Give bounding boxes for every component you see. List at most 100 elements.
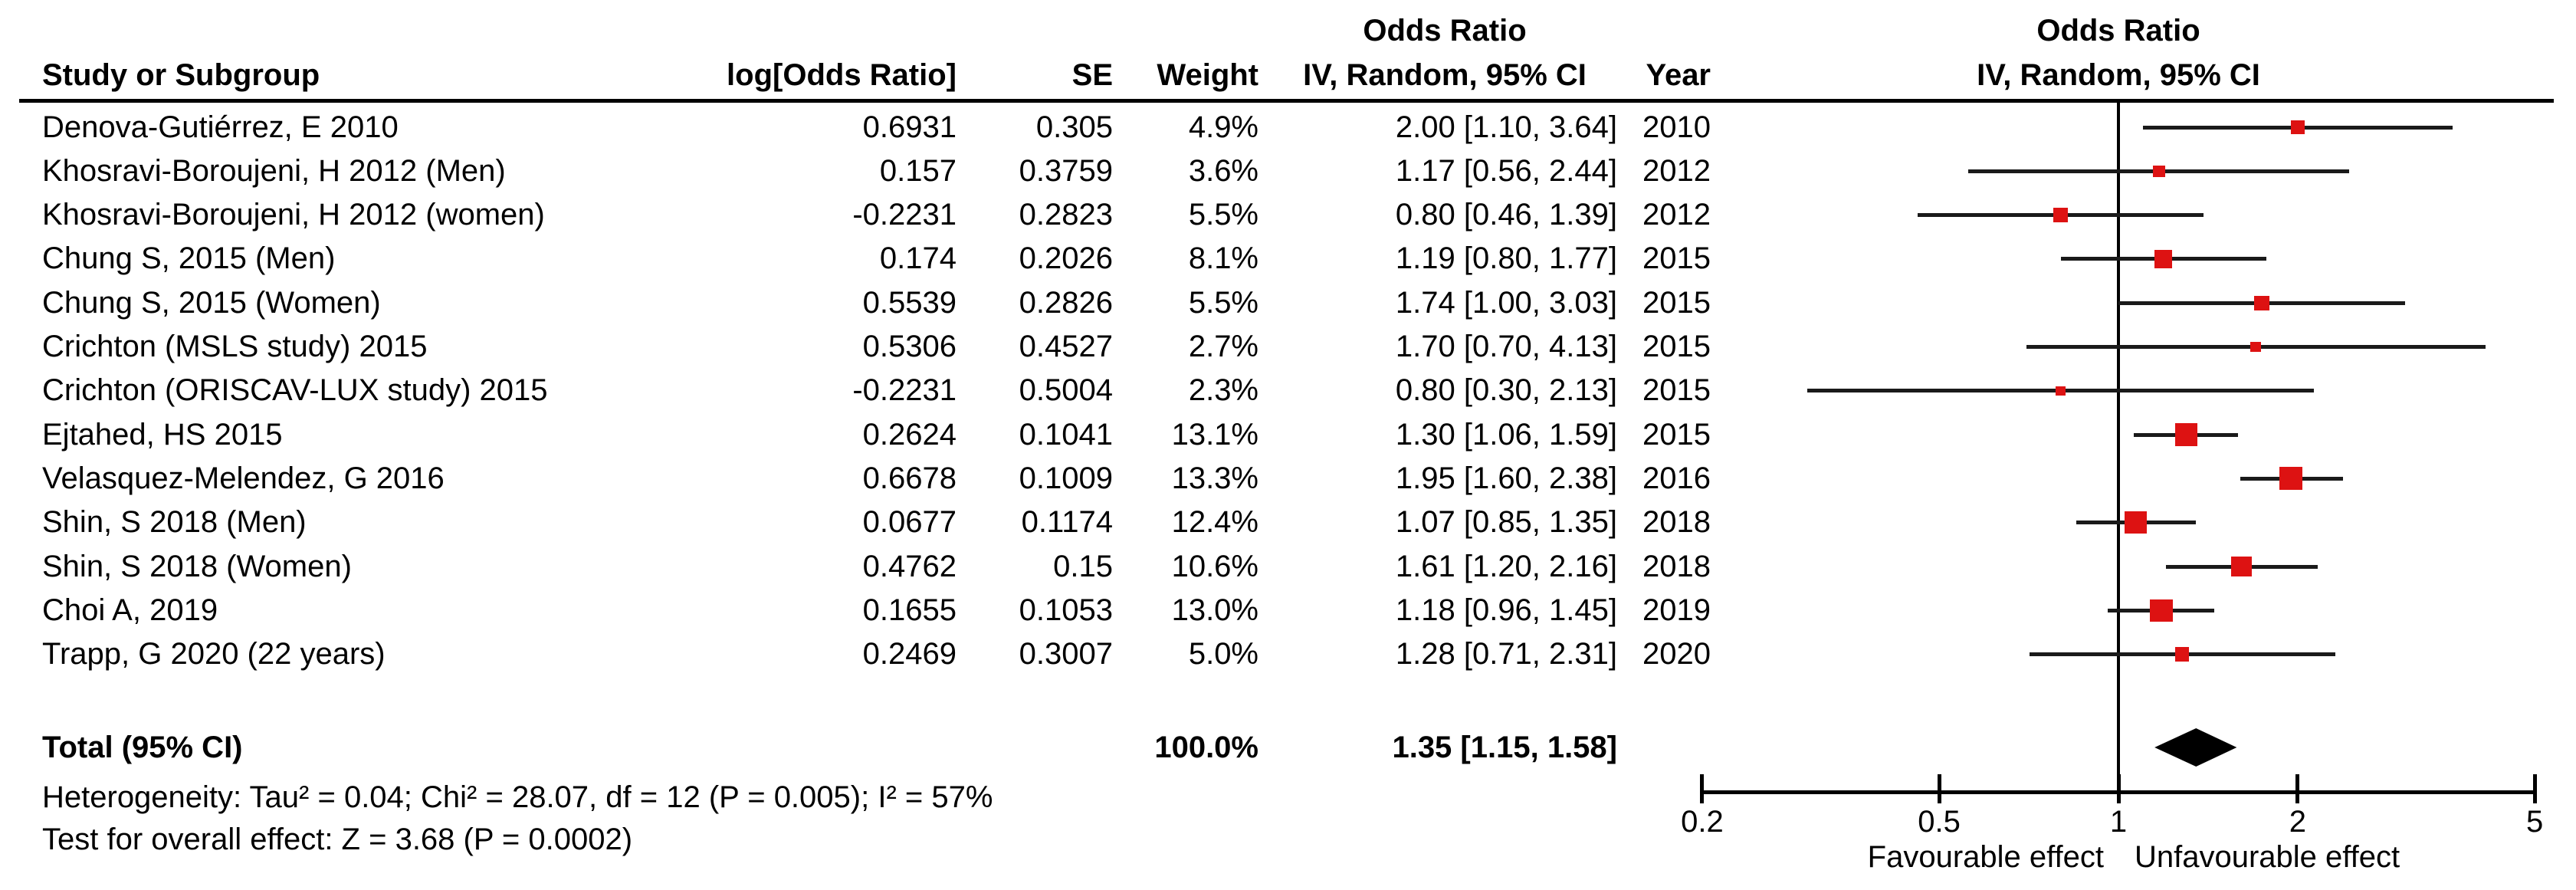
- effect-marker: [2174, 423, 2198, 446]
- axis-tick: [2116, 774, 2121, 803]
- study-year: 2019: [1642, 593, 1711, 627]
- study-weight: 8.1%: [1188, 241, 1258, 276]
- axis-tick: [2532, 774, 2537, 803]
- axis-tick: [2295, 774, 2300, 803]
- column-header-year: Year: [1646, 58, 1711, 92]
- study-log-odds-ratio: 0.0677: [862, 505, 957, 540]
- study-weight: 5.5%: [1188, 285, 1258, 320]
- study-year: 2010: [1642, 110, 1711, 144]
- effect-marker: [2125, 511, 2148, 534]
- study-log-odds-ratio: -0.2231: [852, 198, 957, 232]
- axis-tick-label: 5: [2525, 805, 2544, 839]
- study-ci-text: 1.07 [0.85, 1.35]: [1395, 505, 1617, 540]
- axis-label-favourable: Favourable effect: [1867, 840, 2104, 874]
- effect-marker: [2053, 207, 2069, 223]
- study-weight: 5.0%: [1188, 637, 1258, 672]
- study-log-odds-ratio: 0.5539: [862, 285, 957, 320]
- effect-marker: [2153, 165, 2165, 178]
- study-name: Choi A, 2019: [42, 593, 218, 627]
- total-ci: 1.35 [1.15, 1.58]: [1392, 731, 1617, 764]
- study-se: 0.5004: [1019, 373, 1113, 408]
- header-rule: [19, 99, 2554, 103]
- study-se: 0.15: [1053, 549, 1113, 583]
- table-effect-header-line1: Odds Ratio: [1363, 14, 1527, 48]
- study-log-odds-ratio: 0.6678: [862, 461, 957, 495]
- heterogeneity-stats: Heterogeneity: Tau² = 0.04; Chi² = 28.07…: [42, 780, 993, 814]
- overall-effect-test: Test for overall effect: Z = 3.68 (P = 0…: [42, 823, 633, 856]
- axis-tick-label: 2: [2289, 805, 2307, 839]
- effect-marker: [2175, 647, 2190, 662]
- study-ci-text: 1.70 [0.70, 4.13]: [1395, 330, 1617, 363]
- study-name: Crichton (MSLS study) 2015: [42, 330, 428, 363]
- study-ci-text: 1.95 [1.60, 2.38]: [1395, 461, 1617, 495]
- axis-label-unfavourable: Unfavourable effect: [2135, 840, 2400, 874]
- study-se: 0.4527: [1019, 330, 1113, 363]
- study-se: 0.2823: [1019, 198, 1113, 232]
- effect-marker: [2056, 386, 2066, 396]
- study-weight: 2.3%: [1188, 373, 1258, 408]
- effect-marker: [2231, 556, 2253, 577]
- study-weight: 2.7%: [1188, 330, 1258, 363]
- column-header-study: Study or Subgroup: [42, 58, 320, 92]
- study-year: 2020: [1642, 637, 1711, 672]
- study-ci-text: 2.00 [1.10, 3.64]: [1395, 110, 1617, 144]
- study-year: 2016: [1642, 461, 1711, 495]
- effect-marker: [2154, 250, 2173, 268]
- study-se: 0.1009: [1019, 461, 1113, 495]
- study-name: Chung S, 2015 (Men): [42, 241, 336, 276]
- effect-marker: [2254, 295, 2269, 310]
- study-name: Khosravi-Boroujeni, H 2012 (women): [42, 198, 545, 232]
- column-header-effect-ci: IV, Random, 95% CI: [1303, 58, 1587, 92]
- effect-marker: [2290, 120, 2305, 135]
- study-weight: 5.5%: [1188, 198, 1258, 232]
- study-weight: 4.9%: [1188, 110, 1258, 144]
- study-year: 2015: [1642, 330, 1711, 363]
- plot-header-line2: IV, Random, 95% CI: [1977, 58, 2260, 92]
- study-se: 0.305: [1035, 110, 1113, 144]
- effect-marker: [2250, 341, 2261, 353]
- study-name: Shin, S 2018 (Men): [42, 505, 307, 540]
- study-se: 0.2826: [1019, 285, 1113, 320]
- axis-tick-label: 1: [2109, 805, 2128, 839]
- study-se: 0.1053: [1019, 593, 1113, 627]
- study-ci-text: 1.61 [1.20, 2.16]: [1395, 549, 1617, 583]
- study-log-odds-ratio: 0.157: [879, 153, 957, 188]
- axis-tick-label: 0.2: [1681, 805, 1724, 839]
- study-weight: 13.1%: [1171, 417, 1258, 452]
- study-name: Velasquez-Melendez, G 2016: [42, 461, 445, 495]
- study-log-odds-ratio: 0.2469: [862, 637, 957, 672]
- column-header-log-odds-ratio: log[Odds Ratio]: [727, 58, 957, 92]
- study-log-odds-ratio: 0.6931: [862, 110, 957, 144]
- study-log-odds-ratio: 0.5306: [862, 330, 957, 363]
- study-se: 0.3759: [1019, 153, 1113, 188]
- study-ci-text: 1.30 [1.06, 1.59]: [1395, 417, 1617, 452]
- axis-tick-label: 0.5: [1918, 805, 1961, 839]
- column-header-weight: Weight: [1157, 58, 1258, 92]
- study-ci-text: 0.80 [0.46, 1.39]: [1395, 198, 1617, 232]
- study-se: 0.1041: [1019, 417, 1113, 452]
- study-name: Ejtahed, HS 2015: [42, 417, 283, 452]
- study-weight: 3.6%: [1188, 153, 1258, 188]
- effect-marker: [2279, 467, 2303, 491]
- column-header-se: SE: [1071, 58, 1113, 92]
- axis-tick: [1700, 774, 1705, 803]
- study-year: 2015: [1642, 241, 1711, 276]
- study-weight: 10.6%: [1171, 549, 1258, 583]
- study-weight: 13.3%: [1171, 461, 1258, 495]
- study-year: 2015: [1642, 373, 1711, 408]
- axis-tick: [1937, 774, 1941, 803]
- study-ci-text: 1.28 [0.71, 2.31]: [1395, 637, 1617, 672]
- study-name: Denova-Gutiérrez, E 2010: [42, 110, 399, 144]
- total-label: Total (95% CI): [42, 731, 243, 764]
- study-name: Crichton (ORISCAV-LUX study) 2015: [42, 373, 548, 408]
- study-name: Chung S, 2015 (Women): [42, 285, 381, 320]
- study-year: 2012: [1642, 153, 1711, 188]
- study-se: 0.3007: [1019, 637, 1113, 672]
- study-year: 2018: [1642, 505, 1711, 540]
- plot-header-line1: Odds Ratio: [2036, 14, 2200, 48]
- study-year: 2018: [1642, 549, 1711, 583]
- total-weight: 100.0%: [1154, 731, 1258, 764]
- study-year: 2015: [1642, 285, 1711, 320]
